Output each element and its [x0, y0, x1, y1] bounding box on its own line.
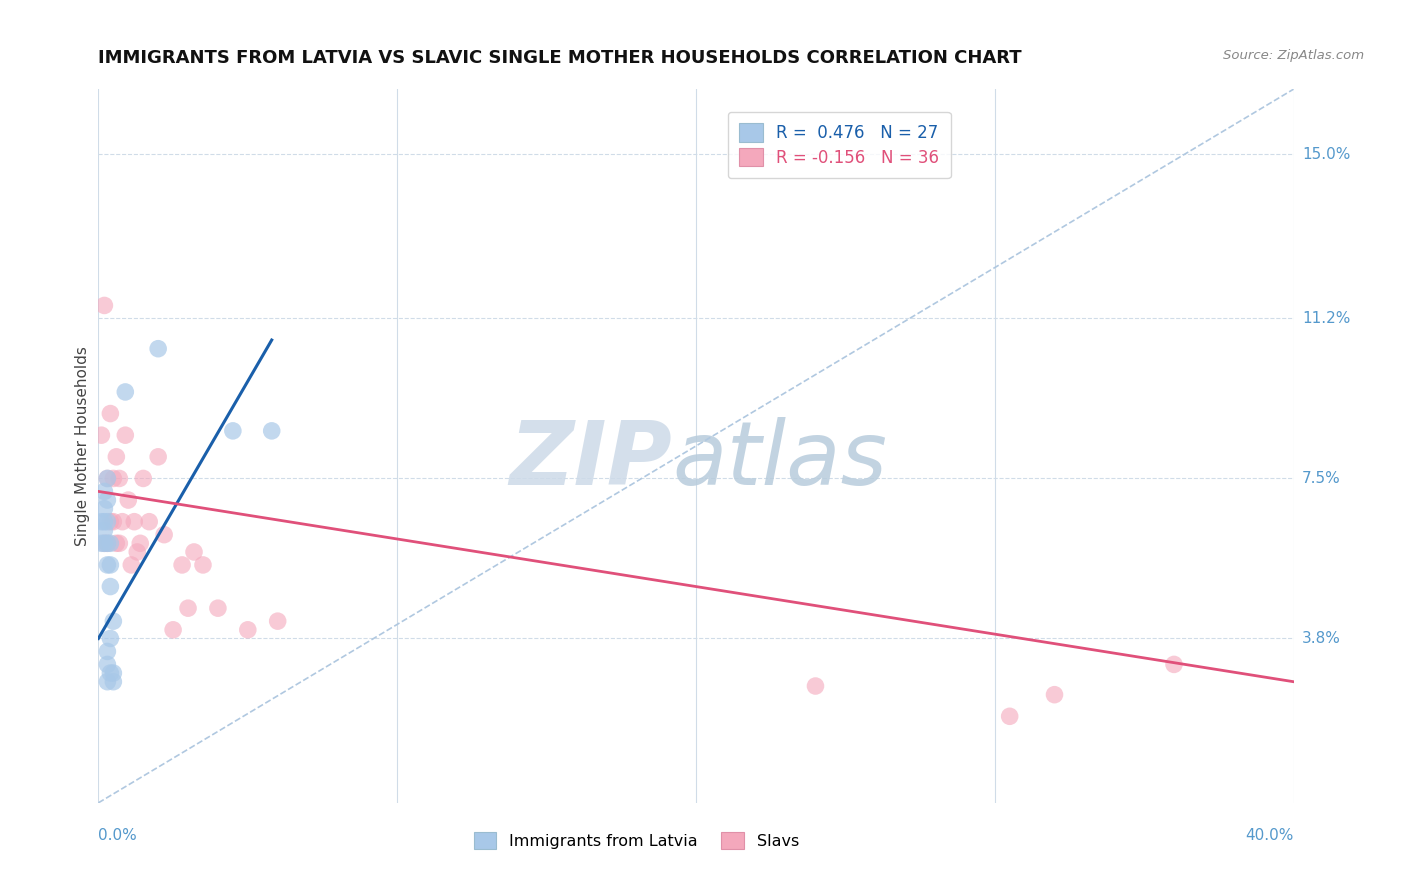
Text: 3.8%: 3.8% [1302, 631, 1341, 646]
Y-axis label: Single Mother Households: Single Mother Households [75, 346, 90, 546]
Point [96, 674, 118, 689]
Text: IMMIGRANTS FROM LATVIA VS SLAVIC SINGLE MOTHER HOUSEHOLDS CORRELATION CHART: IMMIGRANTS FROM LATVIA VS SLAVIC SINGLE … [98, 49, 1022, 67]
Point [267, 614, 290, 628]
Point [236, 623, 259, 637]
Text: 40.0%: 40.0% [1246, 828, 1294, 843]
Point [114, 384, 136, 399]
Point [1043, 688, 1066, 702]
Point [98, 580, 122, 594]
Point [96, 536, 118, 550]
Point [98, 407, 122, 421]
Text: ZIP: ZIP [509, 417, 672, 504]
Point [90, 536, 112, 550]
Point [93, 501, 115, 516]
Point [96, 515, 118, 529]
Text: 11.2%: 11.2% [1302, 311, 1350, 326]
Point [124, 515, 146, 529]
Point [138, 515, 160, 529]
Point [96, 657, 118, 672]
Point [222, 424, 245, 438]
Point [90, 428, 112, 442]
Point [183, 545, 205, 559]
Text: 15.0%: 15.0% [1302, 146, 1350, 161]
Point [132, 471, 155, 485]
Point [90, 515, 112, 529]
Point [98, 558, 122, 572]
Text: 7.5%: 7.5% [1302, 471, 1340, 486]
Point [998, 709, 1021, 723]
Point [108, 536, 131, 550]
Point [96, 471, 118, 485]
Point [127, 545, 149, 559]
Point [103, 674, 125, 689]
Point [162, 623, 184, 637]
Point [1163, 657, 1185, 672]
Point [108, 471, 131, 485]
Text: atlas: atlas [672, 417, 887, 503]
Point [93, 515, 115, 529]
Point [98, 632, 122, 646]
Point [96, 471, 118, 485]
Point [804, 679, 827, 693]
Point [111, 515, 134, 529]
Point [105, 450, 128, 464]
Text: Source: ZipAtlas.com: Source: ZipAtlas.com [1223, 49, 1364, 62]
Point [103, 666, 125, 681]
Point [117, 493, 139, 508]
Point [260, 424, 283, 438]
Point [103, 471, 125, 485]
Point [114, 428, 136, 442]
Point [93, 524, 115, 538]
Point [177, 601, 200, 615]
Point [191, 558, 214, 572]
Point [98, 536, 122, 550]
Point [105, 536, 128, 550]
Point [93, 536, 115, 550]
Point [93, 298, 115, 312]
Point [98, 666, 122, 681]
Point [103, 614, 125, 628]
Point [172, 558, 194, 572]
Point [120, 558, 142, 572]
Legend: Immigrants from Latvia, Slavs: Immigrants from Latvia, Slavs [464, 822, 808, 859]
Point [98, 515, 122, 529]
Point [153, 527, 176, 541]
Point [96, 644, 118, 658]
Point [129, 536, 152, 550]
Point [148, 450, 170, 464]
Point [103, 515, 125, 529]
Point [96, 536, 118, 550]
Point [96, 558, 118, 572]
Point [93, 484, 115, 499]
Point [93, 536, 115, 550]
Text: 0.0%: 0.0% [98, 828, 138, 843]
Point [207, 601, 229, 615]
Point [96, 493, 118, 508]
Point [148, 342, 170, 356]
